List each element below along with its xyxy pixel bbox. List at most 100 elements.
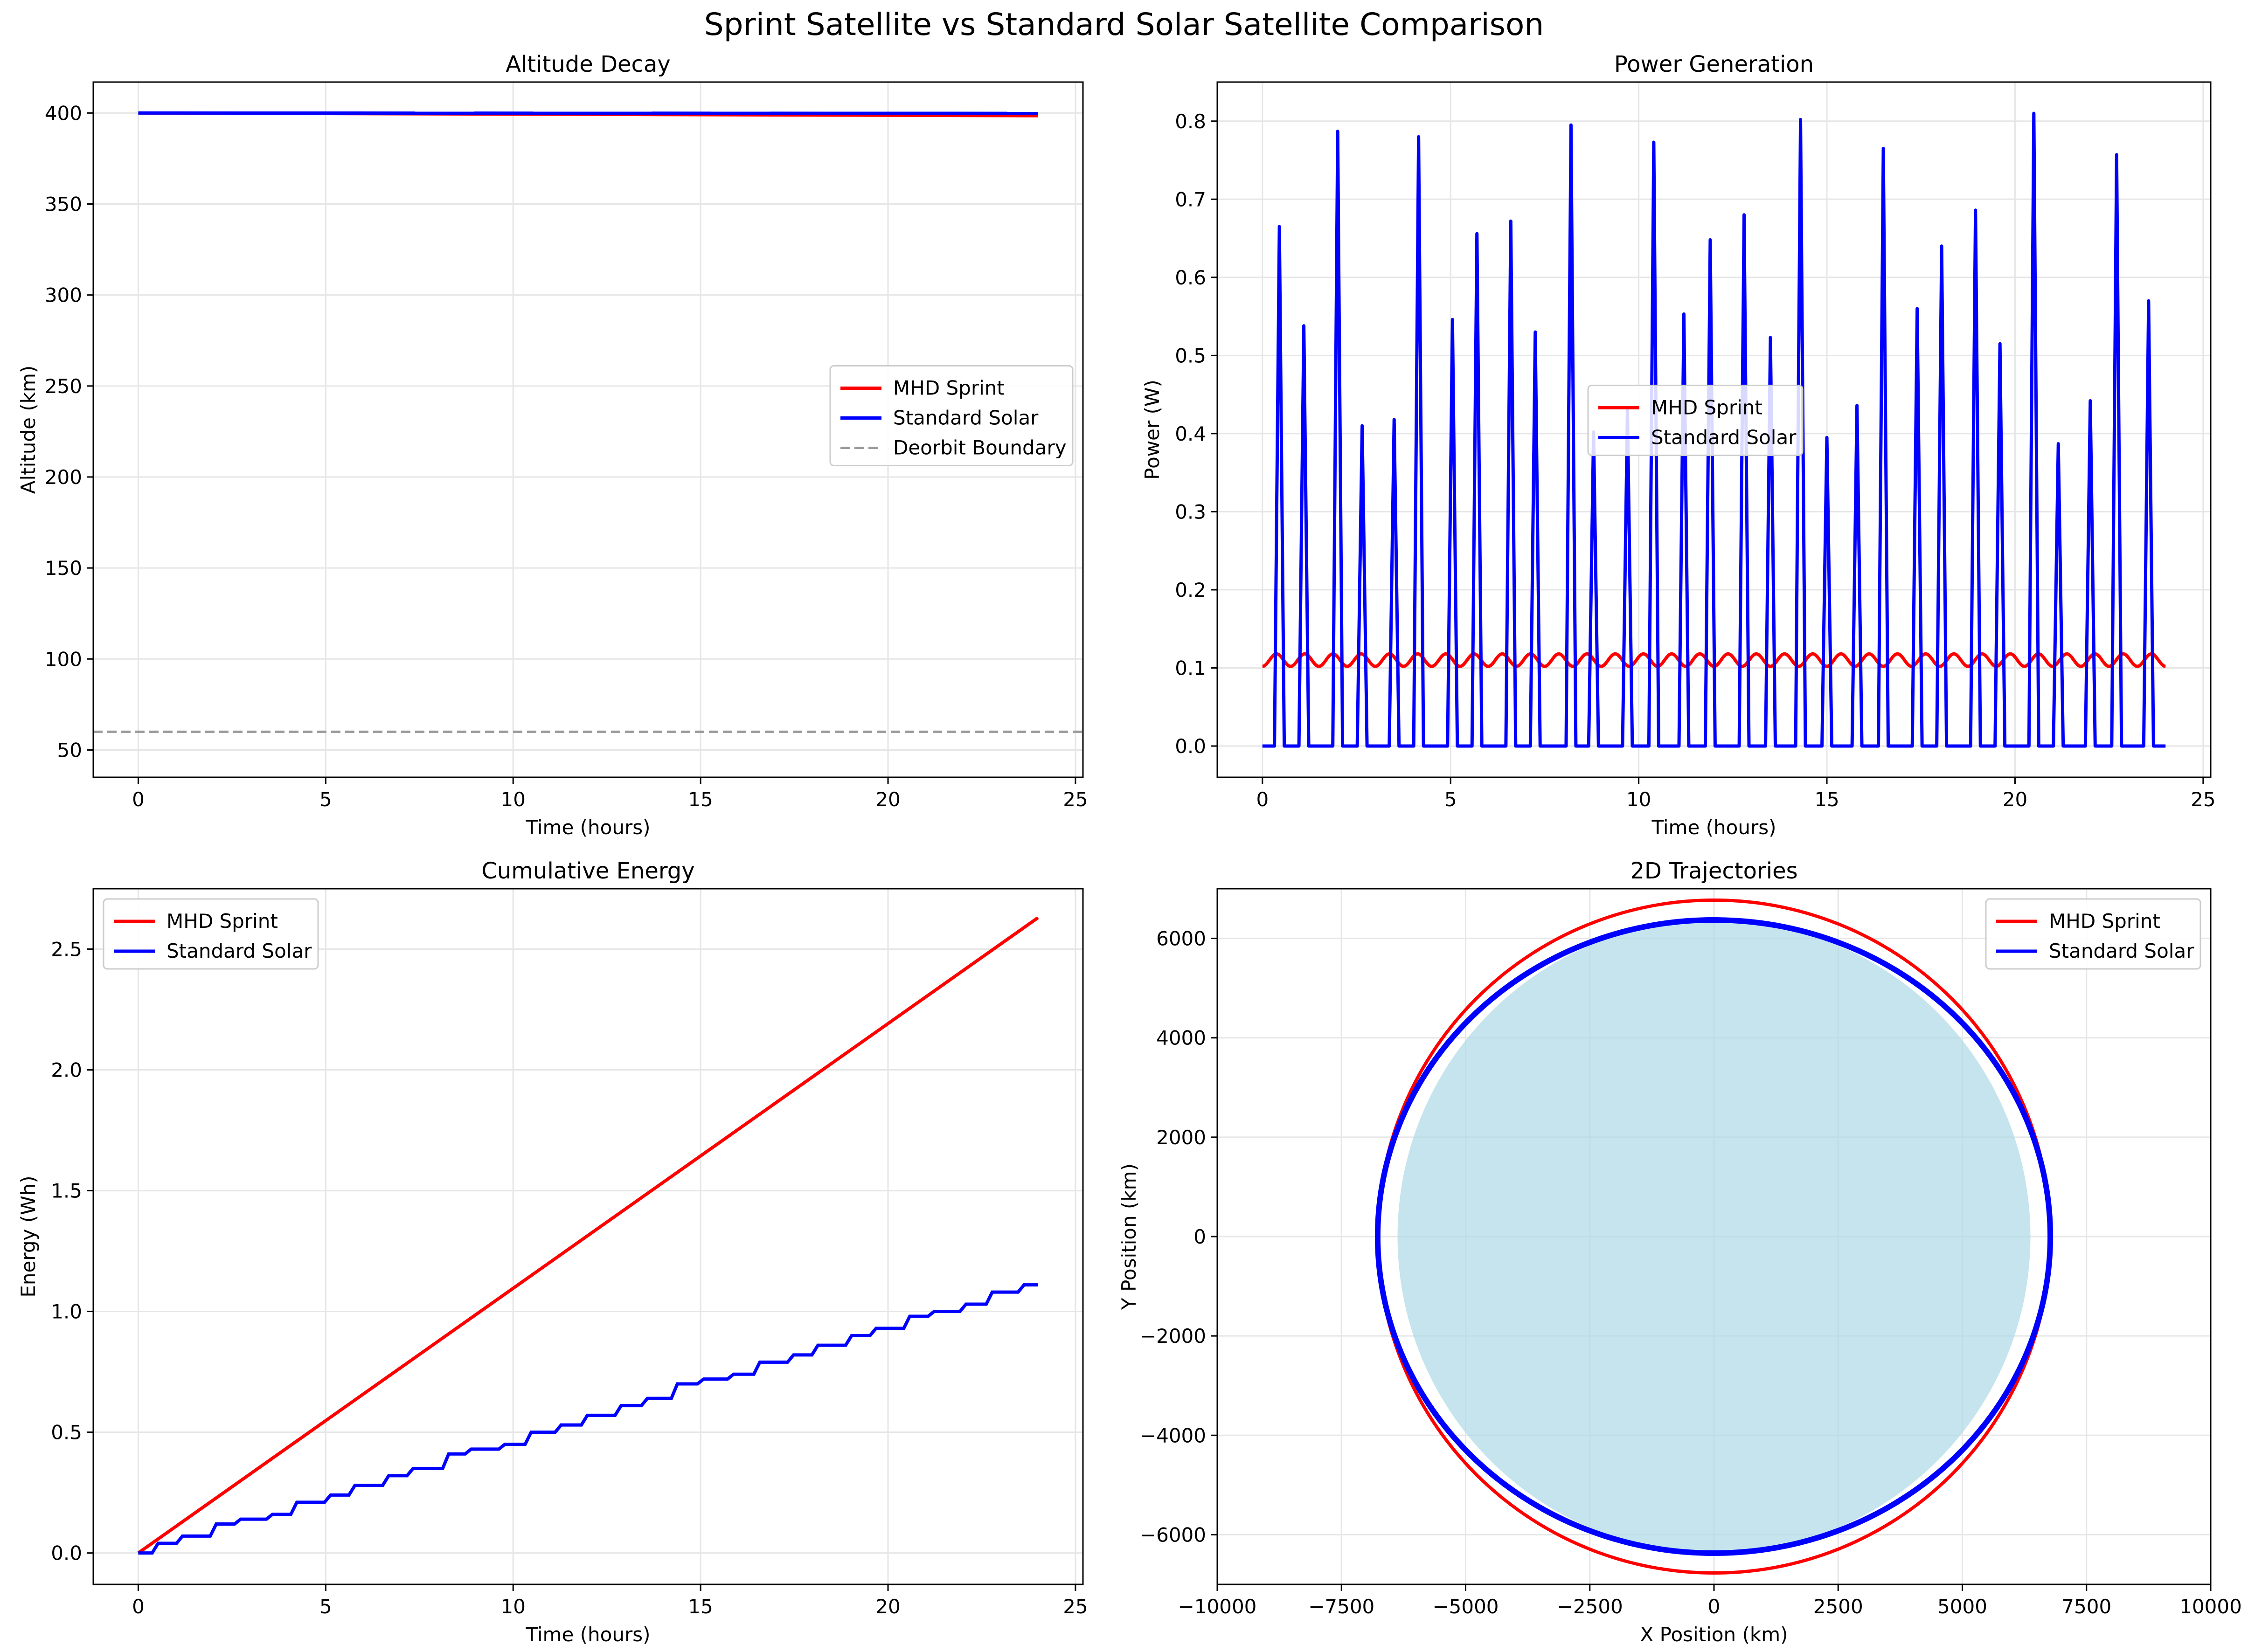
legend-label: Standard Solar [893, 407, 1039, 429]
y-tick-label: −6000 [1140, 1523, 1206, 1546]
y-tick-label: 50 [57, 739, 82, 761]
data-layer [1374, 899, 2054, 1575]
x-tick-label: 15 [688, 1595, 713, 1618]
legend: MHD Sprint Standard Solar Deorbit Boundary [829, 365, 1074, 466]
y-axis-label: Y Position (km) [1117, 1163, 1140, 1310]
legend-label: Deorbit Boundary [893, 436, 1067, 459]
y-tick-label: 400 [45, 102, 82, 124]
ticks: 0 5 10 15 20 25 0.0 0.1 0.2 0.3 0.4 0.5 0.6 0.7 0.8 [1175, 110, 2215, 811]
grid [93, 82, 1083, 777]
legend-label: MHD Sprint [167, 910, 278, 933]
legend-box [1587, 385, 1804, 456]
x-tick-label: 5 [1444, 788, 1457, 811]
legend-label: MHD Sprint [2049, 910, 2160, 933]
x-tick-label: −7500 [1308, 1595, 1374, 1618]
x-tick-label: 2500 [1813, 1595, 1863, 1618]
figure-title: Sprint Satellite vs Standard Solar Satel… [704, 7, 1544, 42]
legend: MHD Sprint Standard Solar [103, 898, 319, 970]
x-tick-label: 10 [501, 788, 526, 811]
x-axis-label: X Position (km) [1640, 1623, 1788, 1646]
legend-label: Standard Solar [2049, 940, 2194, 962]
x-axis-label: Time (hours) [526, 816, 651, 839]
y-tick-label: 2.5 [51, 938, 82, 961]
x-tick-label: 10 [501, 1595, 526, 1618]
y-tick-label: 0.4 [1175, 422, 1206, 445]
y-tick-label: 6000 [1156, 927, 1206, 950]
series-orbit-standard-solar [1374, 917, 2054, 1556]
panel-trajectory: −10000 −7500 −5000 −2500 0 2500 5000 7500 10000 −… [1117, 858, 2242, 1646]
x-tick-label: 5 [319, 1595, 332, 1618]
x-axis-label: Time (hours) [1651, 816, 1776, 839]
y-tick-label: 0.0 [1175, 735, 1206, 758]
legend: MHD Sprint Standard Solar [1985, 898, 2201, 970]
x-tick-label: 20 [875, 1595, 900, 1618]
x-tick-label: 0 [1708, 1595, 1721, 1618]
y-tick-label: 350 [45, 193, 82, 216]
x-tick-label: 0 [1256, 788, 1269, 811]
y-tick-label: 0.6 [1175, 266, 1206, 289]
y-tick-label: 150 [45, 557, 82, 580]
y-tick-label: 300 [45, 284, 82, 307]
y-tick-label: −2000 [1140, 1325, 1206, 1348]
y-tick-label: 100 [45, 648, 82, 670]
y-tick-label: 0.0 [51, 1542, 82, 1565]
y-tick-label: 0.5 [1175, 344, 1206, 367]
legend-box [829, 365, 1074, 466]
x-tick-label: 25 [1063, 1595, 1088, 1618]
y-tick-label: 1.5 [51, 1180, 82, 1203]
x-tick-label: −10000 [1178, 1595, 1257, 1618]
x-tick-label: −2500 [1557, 1595, 1623, 1618]
panel-altitude: 0 5 10 15 20 25 50 100 150 200 250 300 350 400 Altitud… [17, 51, 1088, 839]
y-axis-label: Power (W) [1141, 380, 1164, 480]
axes-frame [92, 81, 1084, 778]
y-tick-label: 1.0 [51, 1300, 82, 1323]
y-tick-label: 0.3 [1175, 500, 1206, 523]
panel-energy: 0 5 10 15 20 25 0.0 0.5 1.0 1.5 2.0 2.5 Cumulative E… [17, 858, 1088, 1646]
y-tick-label: 0.2 [1175, 579, 1206, 601]
y-tick-label: 200 [45, 466, 82, 489]
x-tick-label: 5 [319, 788, 332, 811]
y-tick-label: 0.5 [51, 1421, 82, 1444]
x-tick-label: 10 [1626, 788, 1651, 811]
series-line-mhd-sprint [137, 916, 1039, 1555]
legend-label: MHD Sprint [893, 377, 1005, 400]
earth-disk [1397, 920, 2031, 1553]
x-tick-label: 10000 [2179, 1595, 2242, 1618]
y-tick-label: 0.8 [1175, 110, 1206, 133]
y-tick-label: 4000 [1156, 1027, 1206, 1050]
data-layer [93, 111, 1083, 733]
x-tick-label: 15 [688, 788, 713, 811]
data-layer [1262, 111, 2166, 748]
x-tick-label: 7500 [2061, 1595, 2111, 1618]
y-tick-label: 0.7 [1175, 188, 1206, 211]
y-tick-label: 250 [45, 375, 82, 398]
series-line-standard-solar [1262, 111, 2166, 748]
x-tick-label: −5000 [1432, 1595, 1499, 1618]
subplot-title: Power Generation [1614, 51, 1814, 77]
ticks: 0 5 10 15 20 25 0.0 0.5 1.0 1.5 2.0 2.5 [51, 938, 1088, 1618]
legend: MHD Sprint Standard Solar [1587, 385, 1804, 456]
series-line-standard-solar [138, 1283, 1038, 1555]
x-tick-label: 25 [2191, 788, 2215, 811]
legend-box [1985, 898, 2201, 970]
y-tick-label: 0.1 [1175, 657, 1206, 679]
legend-box [103, 898, 319, 970]
legend-label: Standard Solar [1651, 426, 1797, 449]
panel-power: 0 5 10 15 20 25 0.0 0.1 0.2 0.3 0.4 0.5 0.6 0.7 0.8 Pow… [1141, 51, 2216, 839]
ticks: −10000 −7500 −5000 −2500 0 2500 5000 7500 10000 −… [1140, 927, 2242, 1618]
legend-label: MHD Sprint [1651, 396, 1762, 419]
data-layer [137, 916, 1039, 1555]
legend-label: Standard Solar [167, 940, 312, 962]
x-axis-label: Time (hours) [526, 1623, 651, 1646]
subplot-title: Cumulative Energy [481, 858, 694, 884]
x-tick-label: 20 [875, 788, 900, 811]
subplot-title: Altitude Decay [506, 51, 671, 77]
y-axis-label: Altitude (km) [17, 366, 40, 494]
x-tick-label: 0 [132, 788, 145, 811]
y-axis-label: Energy (Wh) [17, 1175, 40, 1297]
y-tick-label: −4000 [1140, 1424, 1206, 1447]
y-tick-label: 2.0 [51, 1059, 82, 1082]
x-tick-label: 0 [132, 1595, 145, 1618]
y-tick-label: 2000 [1156, 1126, 1206, 1149]
